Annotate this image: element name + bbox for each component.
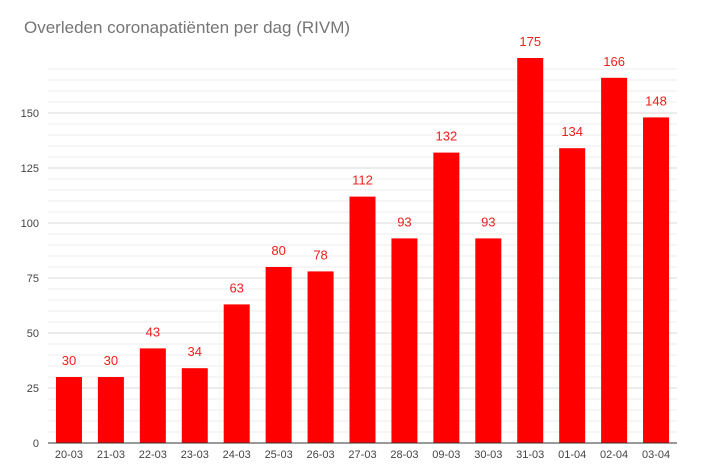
data-label: 30 [104,353,118,368]
data-label: 148 [645,93,667,108]
data-label: 175 [519,34,541,49]
y-tick-label: 125 [21,163,39,175]
bar [601,77,628,444]
x-tick-label: 01-04 [558,449,586,461]
data-label: 134 [561,124,583,139]
bar [433,152,460,443]
data-label: 132 [436,129,458,144]
x-tick-label: 24-03 [223,449,251,461]
x-tick-label: 03-04 [642,449,670,461]
data-label: 63 [229,280,243,295]
bar [223,304,250,443]
y-tick-label: 25 [27,383,39,395]
data-label: 34 [188,344,202,359]
data-label: 112 [352,173,373,188]
bar [643,117,670,444]
bar [181,368,208,443]
chart-title: Overleden coronapatiënten per dag (RIVM) [24,18,351,37]
bar [307,271,334,443]
data-label: 93 [481,214,495,229]
bar [475,238,502,443]
x-tick-label: 27-03 [348,449,376,461]
x-tick-label: 30-03 [474,449,502,461]
bar [97,377,124,443]
data-label: 93 [397,214,411,229]
x-tick-label: 31-03 [516,449,544,461]
bar [349,196,376,443]
data-label: 78 [313,247,327,262]
y-tick-label: 150 [21,108,39,120]
data-label: 30 [62,353,76,368]
x-tick-label: 22-03 [139,449,167,461]
bar [139,348,166,443]
y-tick-label: 50 [27,328,39,340]
bar [391,238,418,443]
data-label: 166 [603,54,625,69]
x-tick-label: 26-03 [306,449,334,461]
x-tick-label: 20-03 [55,449,83,461]
y-tick-label: 100 [21,218,39,230]
x-tick-label: 28-03 [390,449,418,461]
y-tick-label: 75 [27,273,39,285]
bar [559,148,586,443]
x-tick-label: 21-03 [97,449,125,461]
x-tick-label: 25-03 [265,449,293,461]
data-label: 43 [146,324,160,339]
data-label: 80 [271,243,285,258]
bar [55,377,82,443]
bar [265,267,292,443]
bar [517,58,544,443]
y-tick-label: 0 [33,438,39,450]
x-tick-label: 02-04 [600,449,628,461]
x-tick-label: 23-03 [181,449,209,461]
x-tick-label: 09-03 [432,449,460,461]
